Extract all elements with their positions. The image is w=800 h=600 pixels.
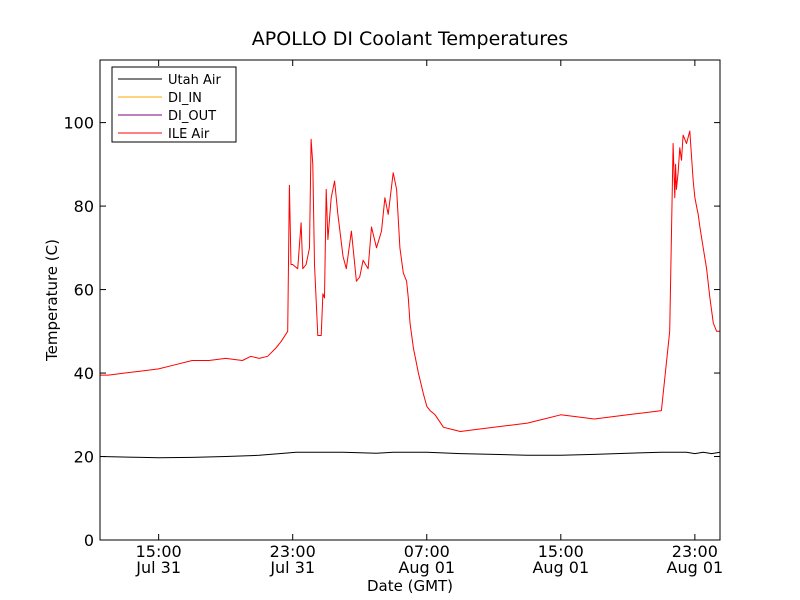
x-tick-time-label: 15:00 — [538, 542, 584, 561]
y-tick-label: 60 — [74, 281, 94, 300]
x-tick-time-label: 23:00 — [672, 542, 718, 561]
y-tick-label: 20 — [74, 448, 94, 467]
series-line-utah-air — [100, 451, 720, 459]
legend-label-utah-air: Utah Air — [168, 73, 221, 88]
y-tick-label: 80 — [74, 197, 94, 216]
legend-items: Utah Air DI_IN DI_OUT ILE Air — [118, 73, 221, 142]
x-tick-time-label: 07:00 — [404, 542, 450, 561]
y-axis-ticks: 0 20 40 60 80 100 — [63, 114, 720, 550]
x-tick-time-label: 15:00 — [136, 542, 182, 561]
series-line-ile-air — [100, 130, 720, 432]
legend: Utah Air DI_IN DI_OUT ILE Air — [111, 66, 237, 143]
y-tick-label: 0 — [84, 531, 94, 550]
legend-label-ile-air: ILE Air — [168, 127, 210, 142]
x-tick-date-label: Aug 01 — [398, 558, 455, 577]
x-tick-date-label: Jul 31 — [269, 558, 315, 577]
y-tick-label: 100 — [63, 114, 94, 133]
legend-label-di-out: DI_OUT — [168, 109, 216, 124]
x-tick-date-label: Aug 01 — [667, 558, 724, 577]
chart-title: APOLLO DI Coolant Temperatures — [252, 28, 568, 50]
y-axis-label: Temperature (C) — [43, 239, 61, 362]
x-tick-date-label: Jul 31 — [135, 558, 181, 577]
x-axis-label: Date (GMT) — [367, 577, 453, 595]
x-tick-date-label: Aug 01 — [532, 558, 589, 577]
legend-label-di-in: DI_IN — [168, 91, 202, 106]
plot-frame — [99, 59, 721, 541]
x-tick-time-label: 23:00 — [270, 542, 316, 561]
y-tick-label: 40 — [74, 364, 94, 383]
series-layer — [100, 130, 720, 459]
